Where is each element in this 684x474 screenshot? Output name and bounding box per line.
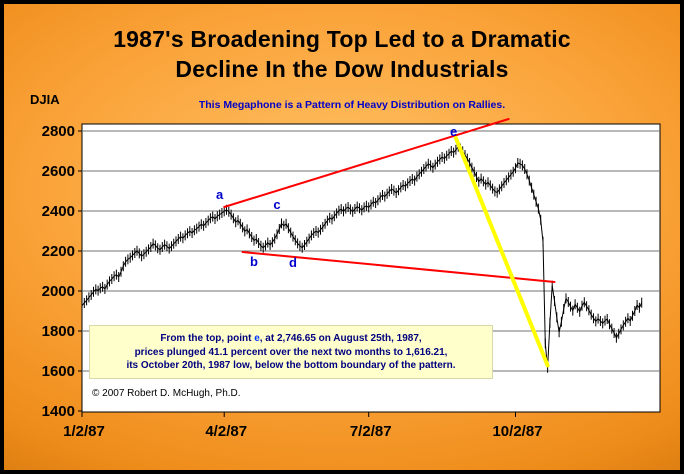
point-label-a: a (216, 187, 224, 202)
y-tick-label: 1400 (42, 403, 75, 420)
y-tick-label: 2800 (42, 123, 75, 140)
chart-title-line1: 1987's Broadening Top Led to a Dramatic (113, 26, 571, 52)
copyright-notice: © 2007 Robert D. McHugh, Ph.D. (92, 388, 241, 399)
x-tick-label: 7/2/87 (350, 423, 392, 440)
point-label-e: e (450, 124, 457, 139)
y-tick-label: 2400 (42, 203, 75, 220)
y-tick-label: 1800 (42, 323, 75, 340)
x-tick-label: 4/2/87 (205, 423, 247, 440)
y-tick-label: 1600 (42, 363, 75, 380)
megaphone-annotation: This Megaphone is a Pattern of Heavy Dis… (198, 99, 506, 111)
callout-line3: its October 20th, 1987 low, below the bo… (126, 360, 456, 371)
upper-broadening-boundary (223, 118, 510, 208)
y-tick-label: 2200 (42, 243, 75, 260)
chart-title-line2: Decline In the Dow Industrials (175, 56, 509, 82)
y-axis-title: DJIA (30, 92, 60, 107)
y-tick-label: 2000 (42, 283, 75, 300)
crash-callout-box: From the top, point e, at 2,746.65 on Au… (89, 325, 493, 379)
callout-line2: prices plunged 41.1 percent over the nex… (134, 346, 448, 358)
lower-broadening-boundary (241, 251, 556, 283)
point-label-d: d (289, 255, 297, 270)
callout-point-e: e (254, 333, 260, 344)
callout-line1: From the top, point e, at 2,746.65 on Au… (90, 332, 492, 346)
price-line (81, 145, 643, 368)
callout-line1-suffix: , at 2,746.65 on August 25th, 1987, (259, 333, 422, 344)
x-tick-label: 10/2/87 (492, 423, 542, 440)
x-tick-label: 1/2/87 (63, 423, 105, 440)
y-tick-label: 2600 (42, 163, 75, 180)
crash-decline-line (453, 136, 550, 368)
point-label-b: b (250, 254, 258, 269)
point-label-c: c (273, 197, 280, 212)
callout-line1-prefix: From the top, point (160, 333, 255, 344)
